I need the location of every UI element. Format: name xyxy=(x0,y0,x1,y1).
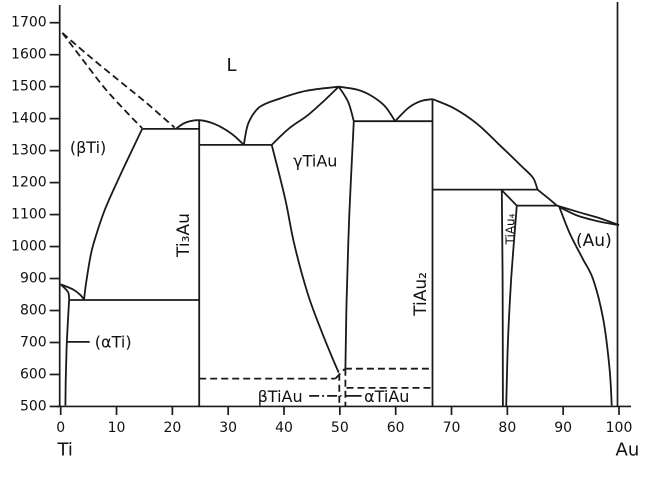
x-tick-label: 40 xyxy=(275,420,293,436)
y-tick-label: 1600 xyxy=(11,47,47,63)
y-tick-label: 500 xyxy=(20,398,47,414)
y-tick-label: 1100 xyxy=(11,207,47,223)
alpha-beta-lens-alpha-side xyxy=(60,283,70,300)
y-tick-label: 1300 xyxy=(11,143,47,159)
gamma-right-boundary xyxy=(344,121,355,369)
gamma-left-boundary xyxy=(270,144,340,373)
au-liquidus xyxy=(558,206,620,226)
x-axis-right-end-label: Au xyxy=(616,440,640,461)
tiau4-left-boundary xyxy=(500,190,504,407)
x-tick-label: 0 xyxy=(56,420,65,436)
beta-tiau-diag-dashed xyxy=(334,368,346,380)
label-au: (Au) xyxy=(576,231,612,251)
label-tiau2: TiAu₂ xyxy=(411,272,431,317)
x-tick-label: 80 xyxy=(498,420,516,436)
x-tick-label: 60 xyxy=(387,420,405,436)
label-beta-tiau: βTiAu xyxy=(258,387,303,406)
phase-labels-group: L (βTi) Ti₃Au γTiAu TiAu₂ TiAu₄ (Au) (αTi) βTiAu… xyxy=(70,55,612,406)
y-tick-label: 1200 xyxy=(11,175,47,191)
tiau4-right-boundary xyxy=(505,205,518,407)
gamma-solidus-right xyxy=(337,86,355,122)
phase-boundaries-group xyxy=(60,32,620,407)
alpha-beta-lens-beta-side xyxy=(60,283,85,301)
label-alpha-tiau: αTiAu xyxy=(364,387,409,406)
tiau2-liquidus-right xyxy=(432,98,539,190)
x-tick-label: 70 xyxy=(443,420,461,436)
ti-solidus-dashed xyxy=(61,32,143,129)
ti-liquidus-dashed xyxy=(61,32,176,129)
alpha-ti-solvus xyxy=(64,299,70,406)
label-liquid: L xyxy=(227,55,237,76)
label-tiau4: TiAu₄ xyxy=(504,213,518,245)
x-axis-left-end-label: Ti xyxy=(56,440,72,461)
axes-group xyxy=(49,2,631,415)
label-alpha-ti: (αTi) xyxy=(95,332,132,351)
au-solvus xyxy=(558,206,613,406)
tiau2-liquidus-left xyxy=(394,98,433,122)
y-tick-label: 1400 xyxy=(11,111,47,127)
liquidus-tiau4-region xyxy=(536,188,558,207)
ti3au-melting-dome xyxy=(175,119,245,146)
tiau4-right-upper-diag xyxy=(501,189,518,207)
x-tick-label: 10 xyxy=(108,420,126,436)
x-tick-label: 90 xyxy=(554,420,572,436)
tick-labels-group: 1700160015001400130012001100100090080070… xyxy=(11,15,639,461)
label-ti3au: Ti₃Au xyxy=(174,213,194,258)
y-tick-label: 700 xyxy=(20,335,47,351)
x-tick-label: 30 xyxy=(219,420,237,436)
y-tick-label: 800 xyxy=(20,303,47,319)
label-beta-ti: (βTi) xyxy=(70,138,106,157)
x-tick-label: 20 xyxy=(163,420,181,436)
x-tick-label: 50 xyxy=(331,420,349,436)
y-tick-label: 600 xyxy=(20,366,47,382)
label-gamma-tiau: γTiAu xyxy=(293,151,337,170)
y-tick-label: 1700 xyxy=(11,15,47,31)
au-solidus xyxy=(556,204,620,226)
gamma-solidus-left xyxy=(271,86,340,146)
y-tick-label: 1000 xyxy=(11,239,47,255)
beta-ti-solvus xyxy=(83,128,144,300)
gamma-liquidus-left xyxy=(242,85,339,146)
gamma-liquidus-right xyxy=(338,85,396,122)
y-tick-label: 900 xyxy=(20,271,47,287)
x-tick-label: 100 xyxy=(606,420,633,436)
y-tick-label: 1500 xyxy=(11,79,47,95)
